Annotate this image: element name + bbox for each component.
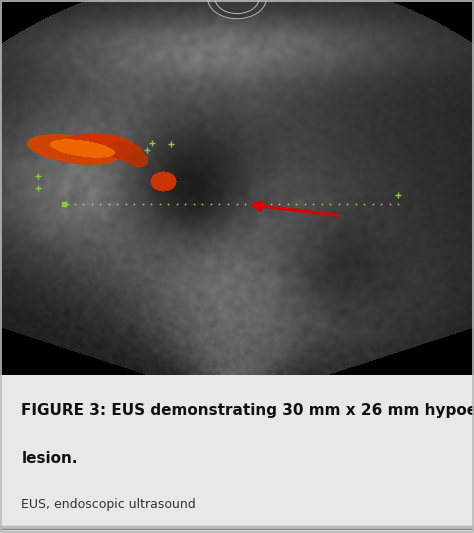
Polygon shape [208, 0, 266, 19]
Point [352, 200, 359, 208]
Point [216, 200, 223, 208]
Point [173, 200, 181, 208]
Point [301, 200, 309, 208]
Point [326, 200, 334, 208]
Point [241, 200, 249, 208]
Point [377, 200, 385, 208]
Point [224, 200, 232, 208]
Point [207, 200, 215, 208]
Point [71, 200, 79, 208]
Point [190, 200, 198, 208]
Point [310, 200, 317, 208]
Point [122, 200, 130, 208]
Point [394, 200, 402, 208]
Text: EUS, endoscopic ultrasound: EUS, endoscopic ultrasound [21, 498, 196, 511]
Point [275, 200, 283, 208]
Point [360, 200, 368, 208]
Point [233, 200, 240, 208]
Point [250, 200, 257, 208]
Point [164, 200, 172, 208]
Point [386, 200, 393, 208]
Point [199, 200, 206, 208]
Point [182, 200, 189, 208]
Point [114, 200, 121, 208]
Point [147, 200, 155, 208]
Point [369, 200, 376, 208]
Text: lesion.: lesion. [21, 451, 78, 466]
Text: FIGURE 3: EUS demonstrating 30 mm x 26 mm hypoechoic: FIGURE 3: EUS demonstrating 30 mm x 26 m… [21, 403, 474, 418]
Point [131, 200, 138, 208]
Point [267, 200, 274, 208]
Point [156, 200, 164, 208]
Point [318, 200, 325, 208]
Point [292, 200, 300, 208]
Point [139, 200, 147, 208]
Point [105, 200, 113, 208]
Point [258, 200, 266, 208]
Point [343, 200, 351, 208]
Point [88, 200, 96, 208]
Point [284, 200, 292, 208]
Point [335, 200, 342, 208]
Point [80, 200, 87, 208]
Point [63, 200, 70, 208]
Point [97, 200, 104, 208]
